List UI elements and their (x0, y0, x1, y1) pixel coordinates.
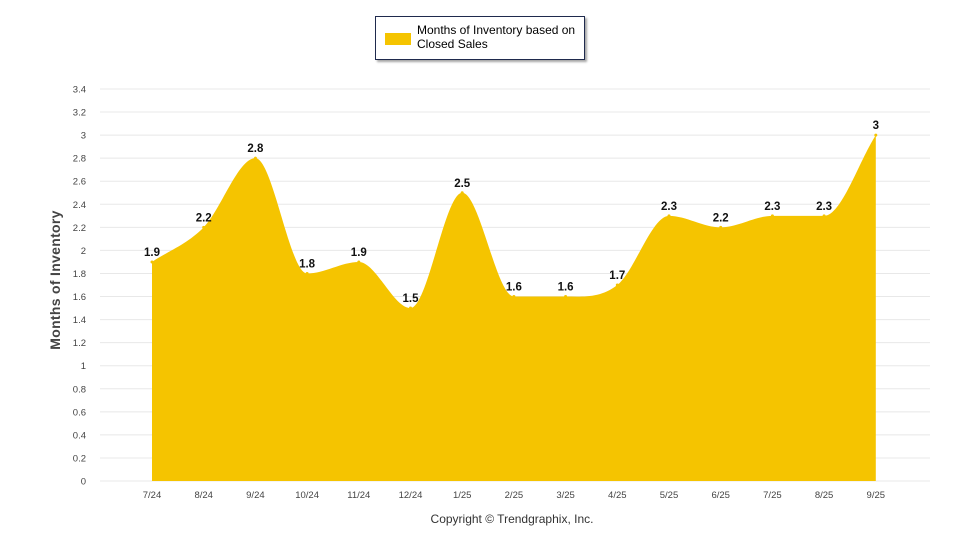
data-point (253, 156, 257, 160)
area-series (152, 135, 876, 481)
data-label: 1.6 (558, 282, 574, 294)
data-label: 1.5 (403, 293, 420, 305)
x-tick-label: 11/24 (347, 490, 370, 501)
x-tick-label: 9/24 (246, 490, 265, 501)
data-label: 1.6 (506, 282, 522, 294)
data-point (460, 191, 464, 195)
data-label: 2.3 (661, 201, 677, 213)
data-point (305, 271, 309, 275)
x-tick-label: 8/25 (815, 490, 834, 501)
y-tick-label: 1 (81, 361, 86, 372)
data-label: 2.3 (764, 201, 780, 213)
y-tick-label: 0 (81, 477, 86, 488)
x-tick-label: 5/25 (660, 490, 679, 501)
data-point (770, 214, 774, 218)
copyright-text: Copyright © Trendgraphix, Inc. (430, 512, 594, 526)
y-tick-label: 1.4 (73, 315, 86, 326)
x-tick-label: 12/24 (399, 490, 423, 501)
data-point (150, 260, 154, 264)
data-point (822, 214, 826, 218)
data-point (667, 214, 671, 218)
y-tick-label: 3 (81, 131, 86, 142)
y-tick-label: 0.4 (73, 430, 86, 441)
data-point (719, 225, 723, 229)
data-label: 2.2 (713, 212, 729, 224)
data-point (615, 283, 619, 287)
y-tick-label: 2.8 (73, 154, 86, 165)
x-tick-label: 6/25 (711, 490, 730, 501)
y-tick-label: 0.8 (73, 384, 86, 395)
y-tick-label: 2.2 (73, 223, 86, 234)
data-point (512, 295, 516, 299)
x-tick-label: 3/25 (556, 490, 575, 501)
data-label: 1.8 (299, 258, 316, 270)
x-tick-label: 10/24 (295, 490, 319, 501)
x-tick-label: 4/25 (608, 490, 627, 501)
y-tick-label: 1.6 (73, 292, 86, 303)
x-tick-label: 8/24 (194, 490, 213, 501)
x-tick-label: 9/25 (867, 490, 886, 501)
legend-label: Months of Inventory based on Closed Sale… (417, 23, 576, 51)
y-tick-label: 3.2 (73, 108, 86, 119)
y-tick-label: 0.6 (73, 407, 86, 418)
data-label: 2.2 (196, 212, 212, 224)
data-point (564, 295, 568, 299)
x-tick-label: 7/24 (143, 490, 162, 501)
data-label: 2.3 (816, 201, 832, 213)
data-label: 1.9 (351, 247, 367, 259)
x-tick-label: 7/25 (763, 490, 782, 501)
data-label: 1.9 (144, 247, 160, 259)
y-axis-title: Months of Inventory (47, 210, 63, 350)
y-tick-label: 2.6 (73, 177, 86, 188)
data-point (409, 306, 412, 310)
data-label: 3 (873, 120, 879, 132)
legend-swatch (385, 33, 411, 45)
x-tick-label: 1/25 (453, 490, 472, 501)
data-label: 1.7 (609, 270, 625, 282)
data-label: 2.8 (247, 143, 264, 155)
legend: Months of Inventory based on Closed Sale… (375, 16, 585, 60)
y-tick-label: 1.8 (73, 269, 86, 280)
y-tick-label: 1.2 (73, 338, 86, 349)
y-tick-label: 2.4 (73, 200, 86, 211)
data-point (202, 225, 206, 229)
y-tick-label: 3.4 (73, 85, 86, 96)
y-tick-label: 2 (81, 246, 86, 257)
data-label: 2.5 (454, 178, 471, 190)
x-tick-label: 2/25 (505, 490, 524, 501)
data-point (874, 133, 878, 137)
y-tick-label: 0.2 (73, 453, 86, 464)
data-point (357, 260, 361, 264)
